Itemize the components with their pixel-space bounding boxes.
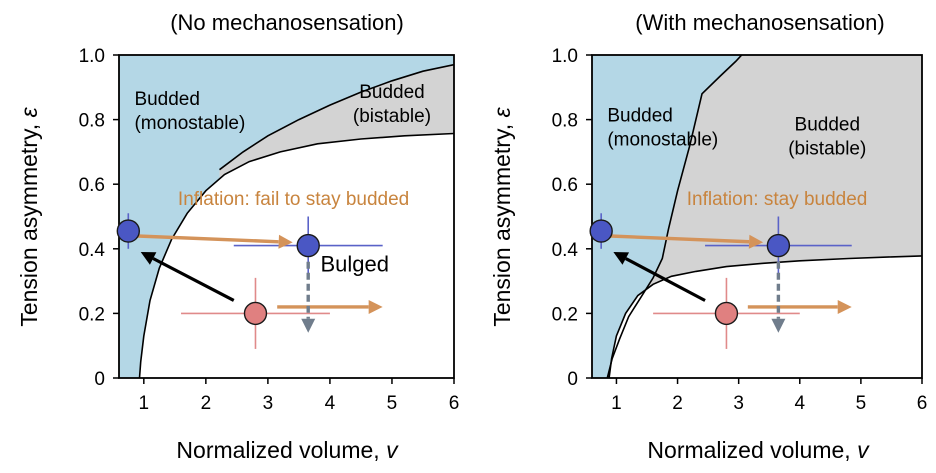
arrow-orange-shaft (134, 234, 279, 244)
boundary-lower (138, 132, 454, 378)
arrow-orange-head (748, 234, 764, 249)
y-tick-label: 0.8 (79, 111, 105, 132)
arrow-black-shaft (625, 257, 706, 302)
x-tick-label: 3 (263, 393, 274, 414)
y-tick-label: 0.2 (79, 304, 105, 325)
axis-ticks: 1 2 3 4 5 6 0 0.2 0.4 0.6 0.8 1.0 (552, 46, 928, 414)
boundary-upper (219, 63, 454, 171)
inflation-annotation: Inflation: stay budded (687, 189, 868, 210)
y-tick-label: 0.8 (552, 111, 578, 132)
axis-ticks: 1 2 3 4 5 6 0 0.2 0.4 0.6 0.8 1.0 (79, 46, 460, 414)
region-label-monostable-2: (monostable) (134, 113, 245, 134)
region-label-bistable-1: Budded (359, 82, 425, 103)
arrow-black-head (140, 252, 157, 265)
arrow-orange-shaft (607, 234, 750, 244)
red-data-point (243, 301, 268, 326)
plot-frame (591, 54, 923, 379)
y-tick-label: 0.2 (552, 304, 578, 325)
x-tick-label: 6 (449, 393, 460, 414)
x-axis-label: Normalized volume, v (176, 437, 399, 463)
x-tick-label: 4 (325, 393, 336, 414)
region-bulged (139, 133, 454, 378)
arrow-black-head (613, 252, 630, 265)
y-tick-label: 0 (567, 369, 578, 390)
y-tick-label: 1.0 (552, 46, 578, 67)
region-label-monostable-1: Budded (134, 89, 200, 110)
region-label-monostable-2: (monostable) (607, 129, 718, 150)
x-tick-label: 2 (672, 393, 683, 414)
x-tick-label: 5 (387, 393, 398, 414)
y-axis-label: Tension asymmetry, ε (16, 106, 42, 326)
panel-right: (With mechanosensation) 1 2 3 4 5 6 0 0.2 0.4 0.6… (489, 10, 927, 463)
x-tick-label: 1 (611, 393, 622, 414)
x-tick-label: 1 (139, 393, 150, 414)
region-label-bulged: Bulged (320, 251, 389, 276)
boundary-lower (608, 255, 922, 378)
y-tick-label: 0.4 (79, 240, 106, 261)
y-tick-label: 1.0 (79, 46, 105, 67)
y-tick-label: 0.6 (552, 175, 578, 196)
arrow-orange-head (837, 299, 852, 314)
region-label-bistable-2: (bistable) (353, 106, 431, 127)
arrow-black-shaft (152, 257, 235, 302)
chart-title: (No mechanosensation) (170, 10, 404, 35)
x-tick-label: 3 (733, 393, 744, 414)
chart-title: (With mechanosensation) (635, 10, 884, 35)
blue-data-point (589, 219, 613, 243)
plot-frame (118, 54, 455, 379)
blue-data-point (766, 233, 791, 258)
x-tick-label: 6 (917, 393, 928, 414)
y-axis-label: Tension asymmetry, ε (489, 106, 515, 326)
blue-data-point (296, 233, 320, 258)
data-marks (116, 213, 383, 349)
arrow-orange-head (278, 234, 293, 249)
arrow-orange-head (368, 299, 383, 314)
x-axis-label: Normalized volume, v (647, 437, 870, 463)
region-label-bistable-2: (bistable) (788, 138, 866, 159)
x-tick-label: 2 (201, 393, 212, 414)
y-tick-label: 0.4 (552, 240, 579, 261)
inflation-annotation: Inflation: fail to stay budded (178, 189, 409, 210)
panel-left: (No mechanosensation) 1 2 3 4 5 6 0 0.2 0.4 0.6 0.… (16, 10, 459, 463)
red-data-point (714, 301, 739, 326)
boundary-upper (606, 55, 743, 378)
region-label-monostable-1: Budded (607, 105, 673, 126)
arrow-gray-head (771, 318, 786, 333)
blue-data-point (116, 219, 141, 243)
y-tick-label: 0 (94, 369, 105, 390)
region-bulged (609, 255, 922, 378)
x-tick-label: 4 (794, 393, 805, 414)
y-tick-label: 0.6 (79, 175, 105, 196)
x-tick-label: 5 (856, 393, 867, 414)
data-marks (589, 213, 852, 349)
region-label-bistable-1: Budded (795, 114, 861, 135)
arrow-gray-head (301, 318, 316, 333)
